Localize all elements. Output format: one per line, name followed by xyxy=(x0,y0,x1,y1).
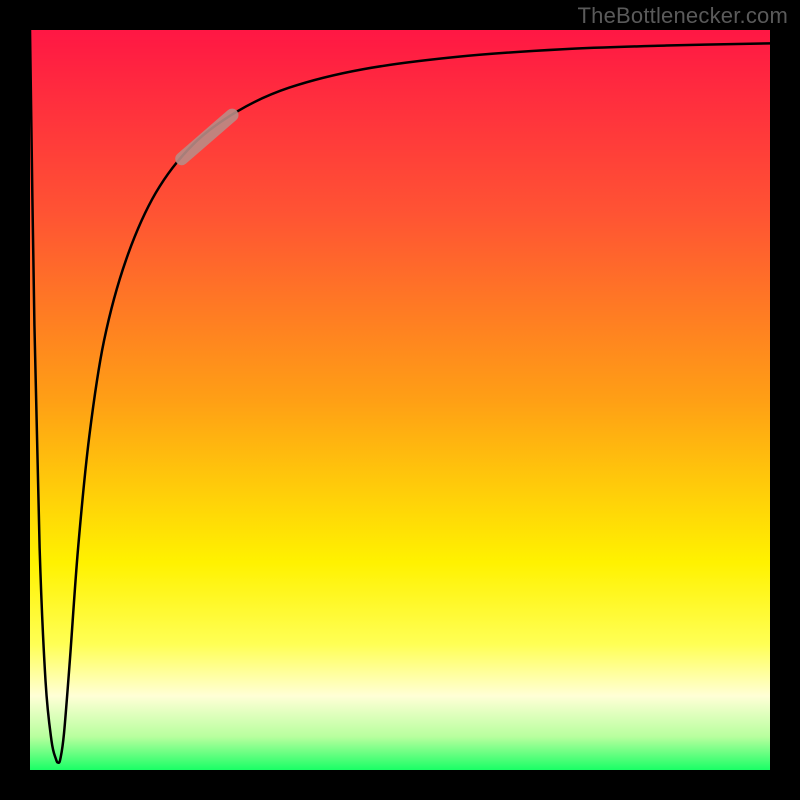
plot-background xyxy=(30,30,770,770)
bottleneck-chart xyxy=(0,0,800,800)
figure-root: TheBottlenecker.com xyxy=(0,0,800,800)
watermark-text: TheBottlenecker.com xyxy=(578,3,788,29)
